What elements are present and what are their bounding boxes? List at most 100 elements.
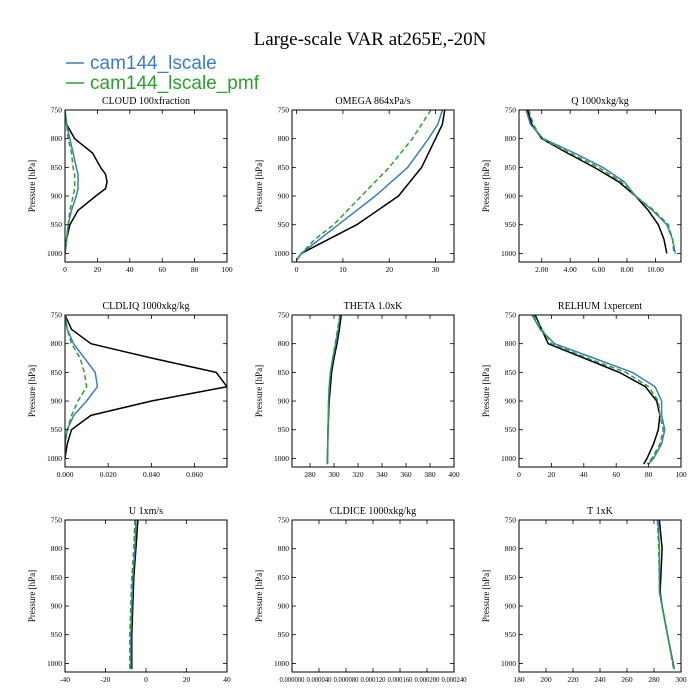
y-tick-label: 950 — [51, 425, 63, 434]
y-tick-label: 850 — [505, 573, 517, 582]
y-tick-label: 900 — [278, 602, 290, 611]
plot-frame — [64, 314, 228, 468]
y-tick-label: 1000 — [501, 659, 516, 668]
series-line-2 — [295, 110, 444, 261]
y-tick-label: 800 — [505, 544, 517, 553]
y-tick-label: 800 — [278, 544, 290, 553]
x-tick-label: 300 — [328, 470, 340, 479]
y-tick-label: 850 — [505, 368, 517, 377]
x-tick-label: 340 — [376, 470, 388, 479]
y-tick-label: 1000 — [47, 659, 62, 668]
legend-label-1: cam144_lscale — [90, 53, 217, 74]
y-axis-label: Pressure [hPa] — [254, 160, 264, 212]
series-group — [326, 315, 342, 465]
x-tick-label: 30 — [432, 265, 440, 274]
chart-panel-4: CLDLIQ 1000xkg/kg Pressure [hPa] 750 800 850… — [27, 301, 228, 479]
y-tick-label: 950 — [51, 630, 63, 639]
y-axis-label: Pressure [hPa] — [481, 570, 491, 622]
y-tick-label: 900 — [505, 397, 517, 406]
y-tick-label: 800 — [505, 339, 517, 348]
x-tick-label: 20 — [183, 675, 191, 684]
x-tick-label: 400 — [448, 470, 460, 479]
chart-panel-2: OMEGA 864xPa/s Pressure [hPa] 750 800 850 900… — [254, 96, 455, 274]
y-tick-label: 850 — [278, 163, 290, 172]
y-tick-label: 1000 — [501, 249, 516, 258]
series-group — [656, 520, 676, 670]
x-tick-label: 360 — [400, 470, 412, 479]
chart-panel-5: THETA 1.0xK Pressure [hPa] 750 800 850 900 950… — [254, 301, 460, 479]
series-line-2 — [130, 520, 137, 670]
series-line-3 — [528, 110, 675, 254]
y-tick-label: 800 — [51, 339, 63, 348]
plot-frame — [64, 109, 228, 263]
x-tick-label: 0.000160 — [388, 675, 413, 684]
series-line-1 — [65, 110, 108, 254]
x-tick-label: 6.00 — [592, 265, 605, 274]
chart-panel-3: Q 1000xkg/kg Pressure [hPa] 750 800 850 900 95… — [481, 96, 682, 274]
series-line-2 — [531, 315, 666, 465]
x-tick-label: 8.00 — [620, 265, 633, 274]
series-line-1 — [526, 110, 668, 254]
y-tick-label: 900 — [51, 602, 63, 611]
y-tick-label: 850 — [278, 368, 290, 377]
x-tick-label: 100 — [221, 265, 233, 274]
series-line-2 — [525, 110, 677, 254]
x-tick-label: 80 — [645, 470, 653, 479]
series-group — [295, 110, 446, 261]
panel-title: OMEGA 864xPa/s — [335, 96, 410, 107]
x-tick-label: 20 — [548, 470, 556, 479]
x-tick-label: 100 — [675, 470, 687, 479]
y-tick-label: 900 — [278, 192, 290, 201]
panel-title: Q 1000xkg/kg — [571, 96, 629, 107]
series-line-2 — [65, 315, 99, 459]
y-axis-label: Pressure [hPa] — [481, 160, 491, 212]
x-tick-label: 280 — [648, 675, 660, 684]
y-tick-label: 950 — [505, 630, 517, 639]
y-tick-label: 900 — [505, 192, 517, 201]
series-group — [525, 110, 677, 254]
x-tick-label: 280 — [304, 470, 316, 479]
y-tick-label: 950 — [51, 220, 63, 229]
x-tick-label: 180 — [513, 675, 525, 684]
y-tick-label: 750 — [505, 106, 517, 115]
y-axis-label: Pressure [hPa] — [254, 570, 264, 622]
y-tick-label: 750 — [51, 516, 63, 525]
x-tick-label: 0.000 — [57, 470, 74, 479]
plot-frame — [518, 519, 682, 673]
series-group — [65, 110, 108, 254]
legend-label-2: cam144_lscale_pmf — [90, 73, 260, 94]
y-tick-label: 950 — [505, 425, 517, 434]
series-line-3 — [326, 315, 341, 465]
plot-frame — [518, 109, 682, 263]
x-tick-label: 0.000200 — [415, 675, 440, 684]
y-tick-label: 950 — [278, 630, 290, 639]
y-tick-label: 900 — [51, 192, 63, 201]
y-tick-label: 1000 — [47, 454, 62, 463]
x-tick-label: 40 — [580, 470, 588, 479]
x-tick-label: 60 — [612, 470, 620, 479]
panel-title: T 1xK — [587, 506, 613, 517]
y-tick-label: 900 — [505, 602, 517, 611]
series-line-1 — [295, 110, 446, 261]
x-tick-label: 20 — [94, 265, 102, 274]
y-tick-label: 750 — [278, 311, 290, 320]
x-tick-label: 40 — [126, 265, 134, 274]
y-tick-label: 800 — [505, 134, 517, 143]
x-tick-label: 260 — [621, 675, 633, 684]
x-tick-label: -20 — [101, 675, 111, 684]
chart-panel-9: T 1xK Pressure [hPa] 750 800 850 900 950 1000 18… — [481, 506, 687, 684]
y-tick-label: 1000 — [274, 659, 289, 668]
y-tick-label: 750 — [505, 311, 517, 320]
y-tick-label: 750 — [51, 311, 63, 320]
y-tick-label: 750 — [51, 106, 63, 115]
series-group — [531, 315, 666, 465]
y-tick-label: 800 — [278, 339, 290, 348]
series-line-1 — [534, 315, 661, 465]
y-tick-label: 850 — [278, 573, 290, 582]
x-tick-label: 20 — [385, 265, 393, 274]
y-tick-label: 750 — [278, 516, 290, 525]
y-axis-label: Pressure [hPa] — [254, 365, 264, 417]
